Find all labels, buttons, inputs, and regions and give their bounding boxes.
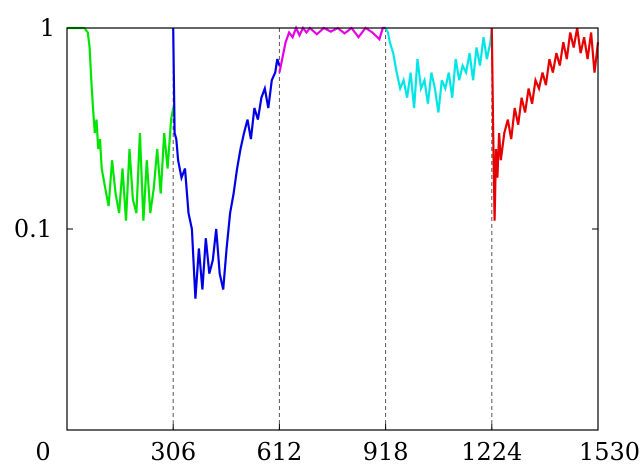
series-line: [490, 27, 600, 221]
series-line: [384, 27, 493, 113]
section-divider-lines: [172, 28, 493, 430]
x-axis-ticks: 0 306 612 918 1224 1530: [35, 424, 640, 466]
y-tick-label: 0.1: [14, 215, 52, 243]
series-line: [172, 27, 281, 299]
x-tick-label: 1224: [461, 438, 522, 466]
y-axis-ticks: 0.11: [14, 14, 598, 243]
x-tick-label: 918: [363, 438, 409, 466]
y-tick-label: 1: [40, 14, 55, 42]
x-tick-label: 306: [150, 438, 196, 466]
x-tick-label: 0: [35, 438, 50, 466]
plot-frame: [66, 27, 599, 431]
series-line: [67, 26, 175, 221]
series-line: [278, 25, 386, 73]
series-group: [67, 25, 600, 299]
x-tick-label: 612: [256, 438, 302, 466]
x-tick-label: 1530: [579, 438, 640, 466]
